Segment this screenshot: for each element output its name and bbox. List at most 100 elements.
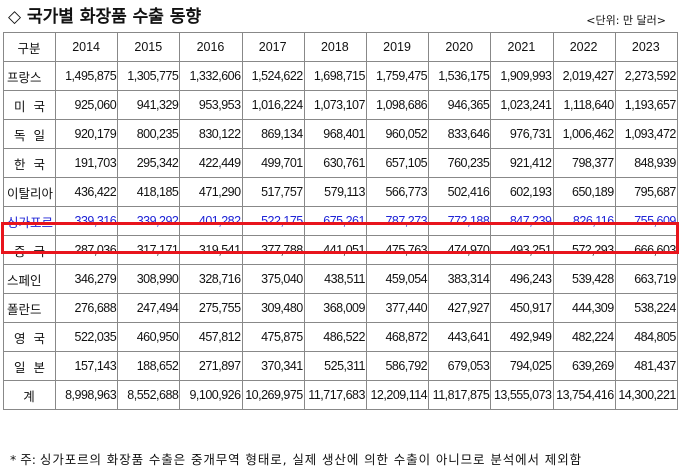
table-row: 스페인 346,279 308,990 328,716 375,040 438,511 45…: [3, 264, 678, 294]
value-cell: 368,009: [303, 293, 367, 323]
value-cell: 492,949: [490, 322, 554, 352]
value-cell: 921,412: [490, 148, 554, 178]
value-cell: 953,953: [179, 90, 243, 120]
header-corner: 구분: [3, 32, 56, 62]
value-cell: 795,687: [614, 177, 678, 207]
value-cell: 191,703: [54, 148, 119, 178]
value-cell: 794,025: [490, 351, 554, 381]
value-cell: 9,100,926: [179, 380, 243, 410]
value-cell: 1,495,875: [54, 61, 119, 91]
country-cell: 영 국: [3, 322, 56, 352]
country-cell: 스페인: [3, 264, 56, 294]
value-cell: 8,998,963: [54, 380, 119, 410]
country-cell: 계: [3, 380, 56, 410]
value-cell: 460,950: [117, 322, 181, 352]
value-cell: 800,235: [117, 119, 181, 149]
value-cell: 760,235: [428, 148, 492, 178]
value-cell: 247,494: [117, 293, 181, 323]
value-cell: 295,342: [117, 148, 181, 178]
value-cell: 471,290: [179, 177, 243, 207]
value-cell: 157,143: [54, 351, 119, 381]
value-cell: 941,329: [117, 90, 181, 120]
value-cell: 11,717,683: [303, 380, 367, 410]
value-cell: 436,422: [54, 177, 119, 207]
table-row: 폴란드 276,688 247,494 275,755 309,480 368,009 37…: [3, 293, 678, 323]
value-cell: 525,311: [303, 351, 367, 381]
value-cell: 1,118,640: [552, 90, 616, 120]
table-row: 이탈리아 436,422 418,185 471,290 517,757 579,113 5…: [3, 177, 678, 207]
value-cell: 418,185: [117, 177, 181, 207]
value-cell: 275,755: [179, 293, 243, 323]
value-cell: 475,875: [241, 322, 305, 352]
value-cell: 2,019,427: [552, 61, 616, 91]
value-cell: 639,269: [552, 351, 616, 381]
value-cell: 377,440: [365, 293, 430, 323]
header-year: 2018: [303, 32, 367, 62]
value-cell: 427,927: [428, 293, 492, 323]
value-cell: 319,541: [179, 235, 243, 265]
unit-label: <단위: 만 달러>: [586, 14, 666, 27]
value-cell: 798,377: [552, 148, 616, 178]
value-cell: 869,134: [241, 119, 305, 149]
table-header-row: 구분 2014 2015 2016 2017 2018 2019 2020 20…: [3, 32, 678, 62]
value-cell: 438,511: [303, 264, 367, 294]
table-row: 프랑스 1,495,875 1,305,775 1,332,606 1,524,622 1…: [3, 61, 678, 91]
value-cell: 925,060: [54, 90, 119, 120]
value-cell: 276,688: [54, 293, 119, 323]
header-year: 2023: [614, 32, 678, 62]
value-cell: 502,416: [428, 177, 492, 207]
export-table: 구분 2014 2015 2016 2017 2018 2019 2020 20…: [3, 32, 678, 410]
table-row: 독 일 920,179 800,235 830,122 869,134 968,401 96…: [3, 119, 678, 149]
country-cell: 폴란드: [3, 293, 56, 323]
singapore-highlight-box: [1, 222, 679, 254]
country-cell: 한 국: [3, 148, 56, 178]
value-cell: 1,909,993: [490, 61, 554, 91]
value-cell: 1,073,107: [303, 90, 367, 120]
footnote-text: 싱가포르의 화장품 수출은 중개무역 형태로, 실제 생산에 의한 수출이 아니…: [39, 452, 583, 467]
value-cell: 830,122: [179, 119, 243, 149]
table-row: 일 본 157,143 188,652 271,897 370,341 525,311 58…: [3, 351, 678, 381]
value-cell: 960,052: [365, 119, 430, 149]
country-cell: 미 국: [3, 90, 56, 120]
value-cell: 346,279: [54, 264, 119, 294]
value-cell: 422,449: [179, 148, 243, 178]
value-cell: 566,773: [365, 177, 430, 207]
value-cell: 968,401: [303, 119, 367, 149]
value-cell: 1,098,686: [365, 90, 430, 120]
value-cell: 679,053: [428, 351, 492, 381]
value-cell: 484,805: [614, 322, 678, 352]
footnote-prefix: * 주:: [10, 452, 40, 467]
value-cell: 8,552,688: [117, 380, 181, 410]
value-cell: 1,698,715: [303, 61, 367, 91]
value-cell: 457,812: [179, 322, 243, 352]
value-cell: 308,990: [117, 264, 181, 294]
value-cell: 976,731: [490, 119, 554, 149]
table-row: 계 8,998,963 8,552,688 9,100,926 10,269,975 11…: [3, 380, 678, 410]
value-cell: 188,652: [117, 351, 181, 381]
value-cell: 1,023,241: [490, 90, 554, 120]
value-cell: 12,209,114: [365, 380, 430, 410]
value-cell: 1,759,475: [365, 61, 430, 91]
table-row: 영 국 522,035 460,950 457,812 475,875 486,522 46…: [3, 322, 678, 352]
value-cell: 13,555,073: [490, 380, 554, 410]
header-year: 2019: [365, 32, 430, 62]
value-cell: 522,035: [54, 322, 119, 352]
value-cell: 375,040: [241, 264, 305, 294]
value-cell: 1,524,622: [241, 61, 305, 91]
table-row: 미 국 925,060 941,329 953,953 1,016,224 1,073,1…: [3, 90, 678, 120]
value-cell: 496,243: [490, 264, 554, 294]
value-cell: 650,189: [552, 177, 616, 207]
value-cell: 450,917: [490, 293, 554, 323]
value-cell: 1,193,657: [614, 90, 678, 120]
value-cell: 579,113: [303, 177, 367, 207]
header-year: 2022: [552, 32, 616, 62]
header-year: 2015: [117, 32, 181, 62]
value-cell: 2,273,592: [614, 61, 678, 91]
value-cell: 370,341: [241, 351, 305, 381]
value-cell: 14,300,221: [614, 380, 678, 410]
value-cell: 586,792: [365, 351, 430, 381]
value-cell: 10,269,975: [241, 380, 305, 410]
value-cell: 1,016,224: [241, 90, 305, 120]
value-cell: 309,480: [241, 293, 305, 323]
country-cell: 프랑스: [3, 61, 56, 91]
